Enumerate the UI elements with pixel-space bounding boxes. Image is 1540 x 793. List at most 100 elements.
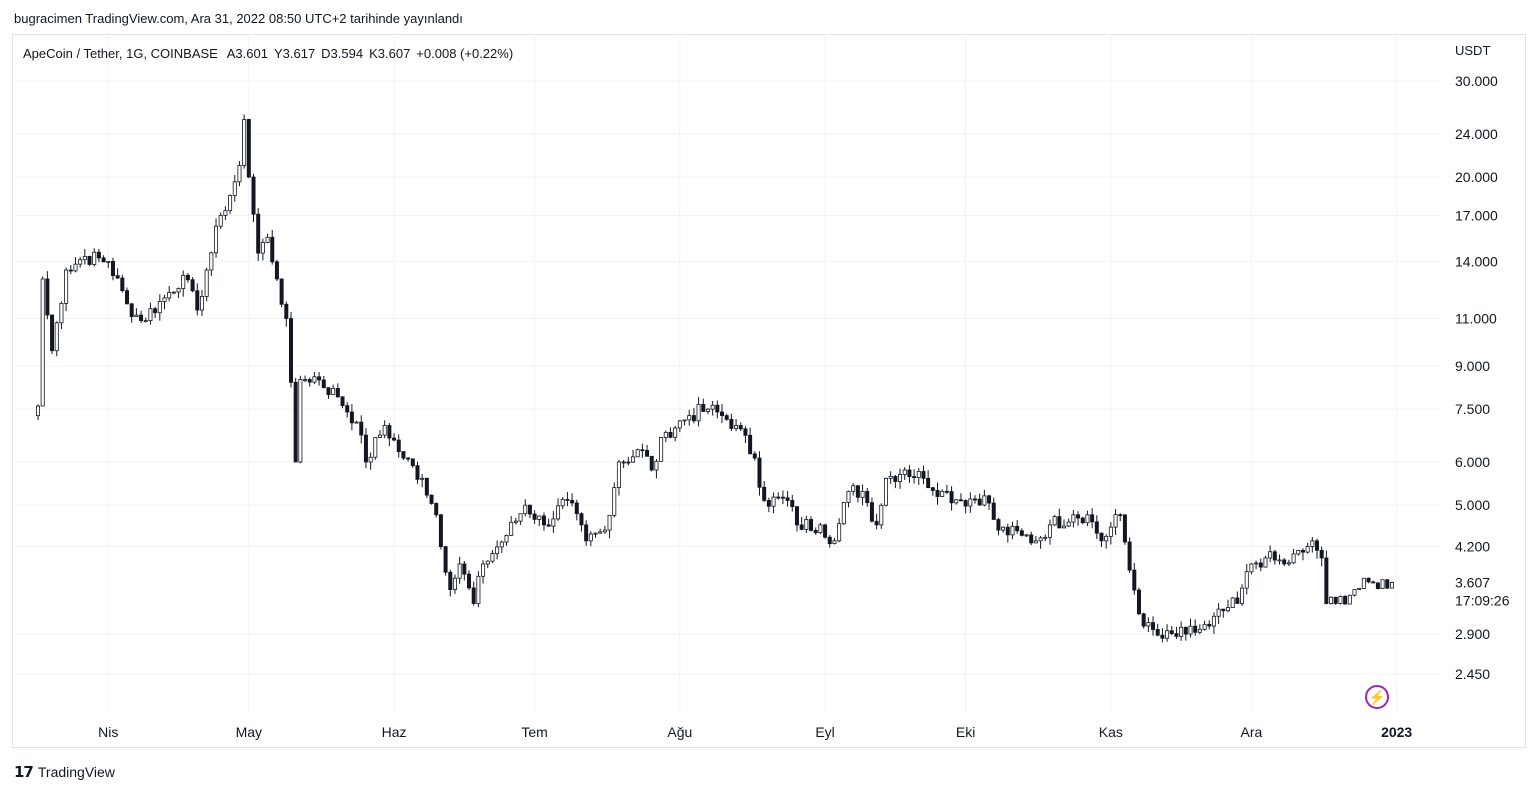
candle-up: [1310, 540, 1315, 547]
candle-down: [1151, 622, 1156, 630]
candle-down: [153, 308, 158, 314]
candle-up: [1347, 594, 1352, 605]
candle-down: [246, 119, 251, 178]
candle-up: [879, 504, 884, 526]
candle-down: [541, 515, 546, 526]
candle-up: [1305, 546, 1310, 553]
x-tick-label: Kas: [1099, 724, 1123, 740]
candle-up: [368, 456, 373, 463]
candle-up: [92, 251, 97, 265]
candle-down: [579, 513, 584, 526]
candle-up: [1033, 540, 1038, 544]
x-tick-label: 2023: [1381, 724, 1412, 740]
candle-up: [176, 288, 181, 293]
candle-up: [481, 563, 486, 577]
candle-up: [1268, 551, 1273, 559]
candle-up: [162, 297, 167, 302]
candle-down: [855, 485, 860, 498]
candle-up: [1071, 514, 1076, 523]
candle-up: [157, 301, 162, 314]
chart-frame[interactable]: [12, 34, 1526, 748]
candle-up: [499, 541, 504, 548]
candle-up: [556, 505, 561, 520]
candle-up: [1286, 562, 1291, 565]
candle-up: [851, 485, 856, 492]
candle-up: [1038, 537, 1043, 542]
candle-down: [284, 303, 289, 319]
candle-up: [771, 496, 776, 507]
candle-down: [392, 437, 397, 441]
candle-up: [199, 296, 204, 311]
candle-down: [926, 477, 931, 489]
symbol-legend: ApeCoin / Tether, 1G, COINBASE A3.601 Y3.…: [23, 46, 519, 61]
y-tick-label: 2.450: [1455, 666, 1490, 682]
candle-down: [1385, 579, 1390, 589]
candle-down: [45, 278, 50, 316]
candle-down: [649, 455, 654, 471]
candles: [36, 114, 1394, 643]
candle-up: [940, 490, 945, 497]
candle-down: [293, 381, 298, 463]
x-tick-label: Haz: [382, 724, 407, 740]
candle-down: [335, 387, 340, 398]
candle-down: [1155, 629, 1160, 636]
candle-up: [1010, 525, 1015, 536]
candle-up: [64, 269, 69, 304]
candle-up: [209, 252, 214, 271]
candle-down: [1174, 633, 1179, 637]
brand-logo: 𝟭𝟳 TradingView: [14, 763, 115, 781]
candle-down: [996, 519, 1001, 531]
candle-up: [1197, 628, 1202, 633]
tradingview-logo-icon: 𝟭𝟳: [14, 764, 34, 781]
candle-up: [495, 546, 500, 554]
candle-down: [724, 415, 729, 420]
ohlc-low: D3.594: [321, 46, 364, 61]
candle-down: [251, 176, 256, 215]
candle-down: [129, 303, 134, 318]
candle-down: [1160, 634, 1165, 639]
candle-down: [96, 251, 101, 259]
candle-up: [696, 403, 701, 422]
candle-down: [532, 513, 537, 520]
candle-up: [204, 269, 209, 297]
candle-down: [645, 450, 650, 457]
candle-down: [1076, 514, 1081, 519]
candle-down: [326, 387, 331, 396]
candle-up: [818, 524, 823, 534]
y-tick-label: 6.000: [1455, 454, 1490, 470]
candle-down: [621, 461, 626, 464]
candle-down: [1366, 577, 1371, 583]
candle-up: [1240, 587, 1245, 604]
candle-up: [982, 495, 987, 506]
candle-up: [677, 420, 682, 429]
candle-up: [902, 469, 907, 475]
x-tick-label: Ağu: [667, 724, 692, 740]
candle-down: [865, 490, 870, 504]
lightning-icon[interactable]: ⚡: [1365, 685, 1389, 709]
y-tick-label: 4.200: [1455, 538, 1490, 554]
candle-up: [1352, 589, 1357, 596]
candle-down: [748, 434, 753, 455]
candle-down: [790, 500, 795, 508]
candle-down: [584, 524, 589, 542]
candle-up: [1104, 535, 1109, 542]
candle-down: [813, 530, 818, 534]
candle-down: [462, 563, 467, 575]
candle-up: [303, 379, 308, 381]
y-tick-label: 7.500: [1455, 401, 1490, 417]
candle-down: [1221, 608, 1226, 612]
candle-down: [1029, 534, 1034, 544]
candle-up: [1296, 550, 1301, 555]
candle-up: [214, 225, 219, 254]
y-tick-label: 9.000: [1455, 358, 1490, 374]
candle-down: [1375, 582, 1380, 589]
candle-down: [574, 502, 579, 515]
candle-down: [691, 415, 696, 422]
candle-down: [546, 524, 551, 527]
candle-down: [279, 278, 284, 305]
candle-up: [710, 404, 715, 410]
candle-down: [195, 290, 200, 311]
candle-down: [565, 499, 570, 501]
candle-up: [242, 119, 247, 166]
